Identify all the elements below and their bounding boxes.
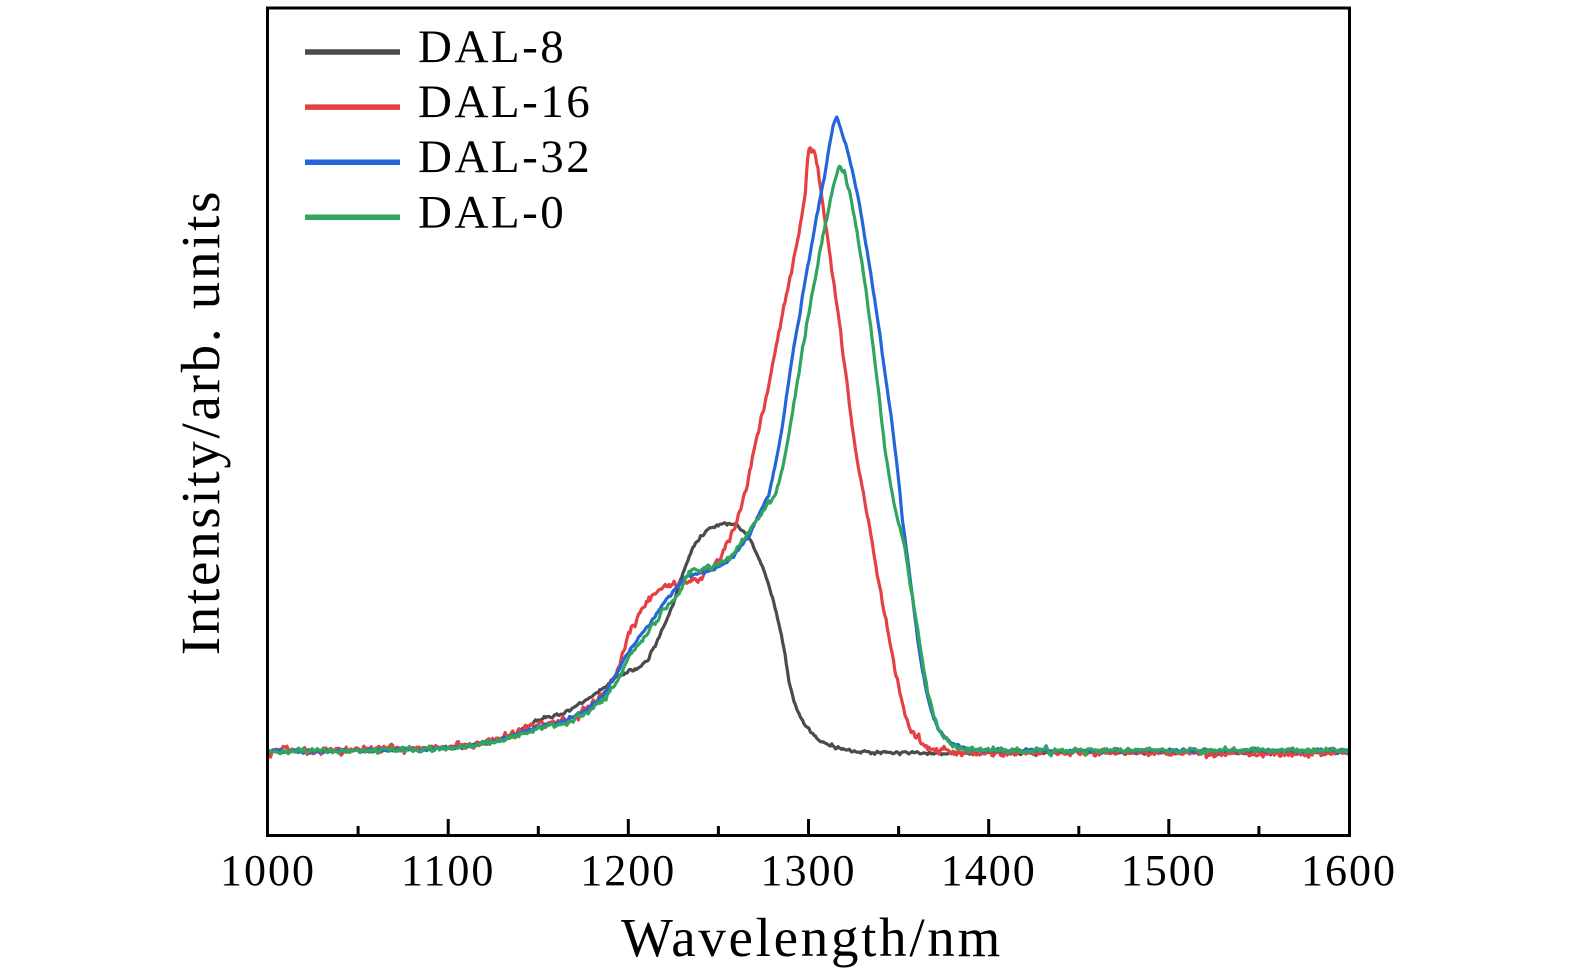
svg-text:1100: 1100 <box>401 846 495 895</box>
svg-text:1200: 1200 <box>580 846 676 895</box>
svg-text:1600: 1600 <box>1301 846 1397 895</box>
svg-text:1000: 1000 <box>220 846 316 895</box>
svg-text:DAL-32: DAL-32 <box>418 131 592 183</box>
svg-text:1400: 1400 <box>941 846 1037 895</box>
svg-text:DAL-8: DAL-8 <box>418 21 566 73</box>
svg-text:DAL-16: DAL-16 <box>418 76 592 128</box>
svg-text:1300: 1300 <box>761 846 857 895</box>
svg-text:DAL-0: DAL-0 <box>418 186 566 238</box>
svg-text:Intensity/arb. units: Intensity/arb. units <box>170 189 231 655</box>
svg-text:Wavelength/nm: Wavelength/nm <box>621 907 1003 968</box>
svg-text:1500: 1500 <box>1121 846 1217 895</box>
